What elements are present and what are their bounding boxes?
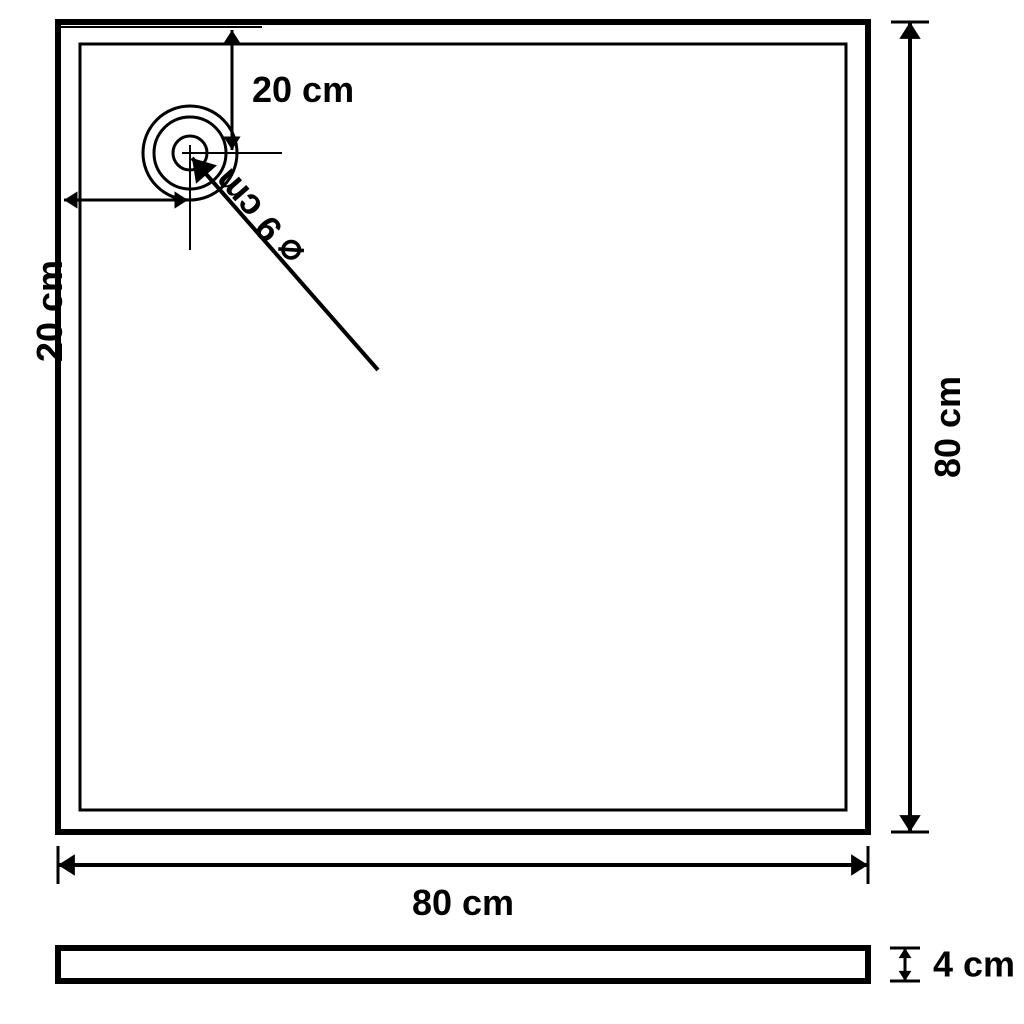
side-view-rect [58, 948, 868, 981]
offset-horizontal-label: 20 cm [29, 260, 70, 362]
width-label: 80 cm [412, 882, 514, 923]
depth-arrow-top [899, 948, 912, 958]
height-arrow-bottom [899, 815, 920, 832]
top-view-outer [58, 22, 868, 832]
offset-horizontal-arrow-right [174, 191, 188, 208]
depth-label: 4 cm [933, 944, 1015, 985]
offset-horizontal-arrow-left [64, 191, 78, 208]
diameter-label: ⌀ 9 cm [205, 161, 311, 274]
height-label: 80 cm [927, 376, 968, 478]
offset-vertical-arrow-up [223, 30, 240, 44]
offset-vertical-label: 20 cm [252, 69, 354, 110]
width-arrow-right [851, 854, 868, 875]
height-arrow-top [899, 22, 920, 39]
width-arrow-left [58, 854, 75, 875]
depth-arrow-bottom [899, 971, 912, 981]
